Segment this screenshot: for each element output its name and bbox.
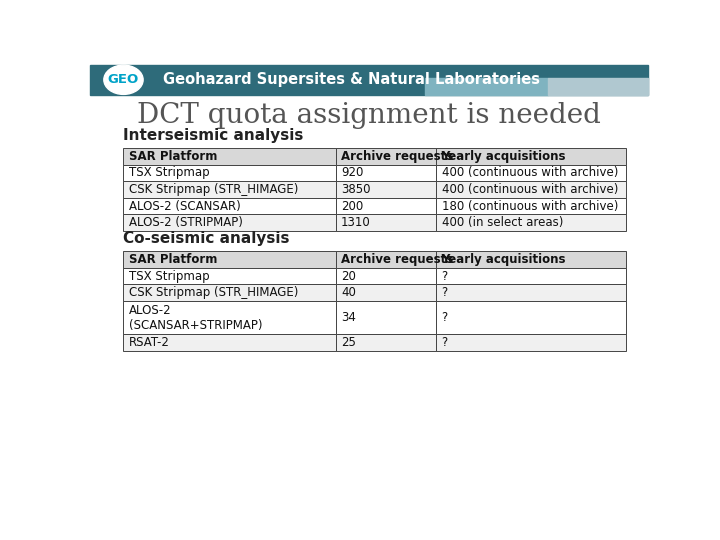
Text: Archive requests: Archive requests bbox=[341, 253, 454, 266]
Bar bbox=[336, 285, 436, 301]
Bar bbox=[336, 198, 436, 214]
Bar bbox=[124, 214, 336, 231]
Bar bbox=[336, 214, 436, 231]
Bar bbox=[124, 334, 336, 351]
Bar bbox=[124, 251, 336, 268]
Text: ALOS-2 (STRIPMAP): ALOS-2 (STRIPMAP) bbox=[129, 217, 243, 230]
Bar bbox=[336, 334, 436, 351]
Bar bbox=[436, 251, 626, 268]
Text: ALOS-2 (SCANSAR): ALOS-2 (SCANSAR) bbox=[129, 200, 240, 213]
Text: CSK Stripmap (STR_HIMAGE): CSK Stripmap (STR_HIMAGE) bbox=[129, 183, 298, 196]
Text: ALOS-2
(SCANSAR+STRIPMAP): ALOS-2 (SCANSAR+STRIPMAP) bbox=[129, 303, 263, 332]
Bar bbox=[425, 78, 547, 94]
Text: Yearly acquisitions: Yearly acquisitions bbox=[441, 150, 566, 163]
Bar bbox=[436, 268, 626, 285]
Text: TSX Stripmap: TSX Stripmap bbox=[129, 166, 210, 179]
Bar bbox=[436, 198, 626, 214]
Bar bbox=[124, 165, 336, 181]
Bar bbox=[436, 148, 626, 165]
Text: SAR Platform: SAR Platform bbox=[129, 150, 217, 163]
Text: Co-seismic analysis: Co-seismic analysis bbox=[124, 231, 290, 246]
Bar bbox=[436, 214, 626, 231]
Bar bbox=[90, 65, 648, 94]
Bar bbox=[336, 148, 436, 165]
Text: TSX Stripmap: TSX Stripmap bbox=[129, 269, 210, 282]
Text: ?: ? bbox=[441, 286, 448, 299]
Text: Yearly acquisitions: Yearly acquisitions bbox=[441, 253, 566, 266]
Text: 20: 20 bbox=[341, 269, 356, 282]
Text: SAR Platform: SAR Platform bbox=[129, 253, 217, 266]
Text: 34: 34 bbox=[341, 311, 356, 324]
Bar bbox=[124, 198, 336, 214]
Text: Archive requests: Archive requests bbox=[341, 150, 454, 163]
Text: DCT quota assignment is needed: DCT quota assignment is needed bbox=[137, 102, 601, 129]
Circle shape bbox=[104, 65, 143, 94]
Bar bbox=[124, 301, 336, 334]
Bar bbox=[124, 181, 336, 198]
Bar bbox=[336, 181, 436, 198]
Bar bbox=[336, 268, 436, 285]
Bar bbox=[124, 285, 336, 301]
Text: CSK Stripmap (STR_HIMAGE): CSK Stripmap (STR_HIMAGE) bbox=[129, 286, 298, 299]
Bar bbox=[436, 165, 626, 181]
Text: Geohazard Supersites & Natural Laboratories: Geohazard Supersites & Natural Laborator… bbox=[163, 72, 539, 87]
Bar bbox=[336, 301, 436, 334]
Text: 3850: 3850 bbox=[341, 183, 371, 196]
Text: ?: ? bbox=[441, 311, 448, 324]
Bar bbox=[436, 181, 626, 198]
Bar bbox=[436, 334, 626, 351]
Bar bbox=[124, 268, 336, 285]
Bar bbox=[336, 165, 436, 181]
Text: 25: 25 bbox=[341, 336, 356, 349]
Text: 400 (continuous with archive): 400 (continuous with archive) bbox=[441, 183, 618, 196]
Bar bbox=[547, 78, 648, 94]
Text: 400 (in select areas): 400 (in select areas) bbox=[441, 217, 563, 230]
Text: RSAT-2: RSAT-2 bbox=[129, 336, 170, 349]
Text: 40: 40 bbox=[341, 286, 356, 299]
Bar bbox=[436, 301, 626, 334]
Text: ?: ? bbox=[441, 336, 448, 349]
Text: 920: 920 bbox=[341, 166, 364, 179]
Text: Interseismic analysis: Interseismic analysis bbox=[124, 127, 304, 143]
Bar bbox=[124, 148, 336, 165]
Text: 1310: 1310 bbox=[341, 217, 371, 230]
Text: GEO: GEO bbox=[108, 73, 139, 86]
Bar bbox=[336, 251, 436, 268]
Text: 180 (continuous with archive): 180 (continuous with archive) bbox=[441, 200, 618, 213]
Text: 200: 200 bbox=[341, 200, 364, 213]
Text: ?: ? bbox=[441, 269, 448, 282]
Text: 400 (continuous with archive): 400 (continuous with archive) bbox=[441, 166, 618, 179]
Bar bbox=[436, 285, 626, 301]
